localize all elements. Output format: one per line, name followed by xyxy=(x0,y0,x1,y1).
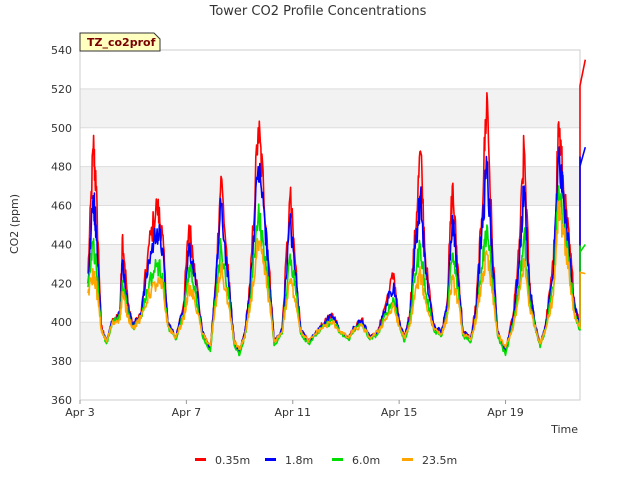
x-tick-label: Apr 7 xyxy=(172,406,202,419)
y-axis-label: CO2 (ppm) xyxy=(8,194,21,254)
x-tick-label: Apr 15 xyxy=(381,406,418,419)
y-tick-label-380: 380 xyxy=(51,355,72,368)
y-tick-label-500: 500 xyxy=(51,122,72,135)
y-tick-label-440: 440 xyxy=(51,238,72,251)
site-tag-label: TZ_co2prof xyxy=(87,36,156,49)
band-460 xyxy=(80,166,580,206)
x-axis-label: Time xyxy=(550,423,578,436)
legend-label-1.8m: 1.8m xyxy=(285,454,313,467)
y-tick-label-540: 540 xyxy=(51,44,72,57)
legend-swatch-1.8m xyxy=(265,458,276,461)
y-tick-label-360: 360 xyxy=(51,394,72,407)
site-tag: TZ_co2prof xyxy=(79,32,161,52)
x-tick-label: Apr 19 xyxy=(487,406,524,419)
x-axis: Apr 3 Apr 7 Apr 11 Apr 15 Apr 19 xyxy=(65,400,524,419)
y-tick-label-420: 420 xyxy=(51,277,72,290)
band-500 xyxy=(80,88,580,128)
y-tick-label-520: 520 xyxy=(51,83,72,96)
legend-label-23.5m: 23.5m xyxy=(422,454,457,467)
legend-swatch-0.35m xyxy=(195,458,206,461)
y-tick-label-400: 400 xyxy=(51,316,72,329)
legend-swatch-6.0m xyxy=(332,458,343,461)
legend: 0.35m 1.8m 6.0m 23.5m xyxy=(195,454,457,467)
series-lines xyxy=(87,59,587,357)
site-tag-box xyxy=(79,32,161,52)
y-tick-label-480: 480 xyxy=(51,161,72,174)
y-tick-label-460: 460 xyxy=(51,200,72,213)
legend-label-0.35m: 0.35m xyxy=(215,454,250,467)
chart-title: Tower CO2 Profile Concentrations xyxy=(209,4,427,19)
x-tick-label: Apr 11 xyxy=(275,406,312,419)
y-axis: 360 380 400 420 440 460 480 500 520 540 xyxy=(51,44,72,407)
x-tick-label: Apr 3 xyxy=(65,406,95,419)
series-line-23.5m xyxy=(87,199,586,351)
legend-swatch-23.5m xyxy=(402,458,413,461)
legend-label-6.0m: 6.0m xyxy=(352,454,380,467)
